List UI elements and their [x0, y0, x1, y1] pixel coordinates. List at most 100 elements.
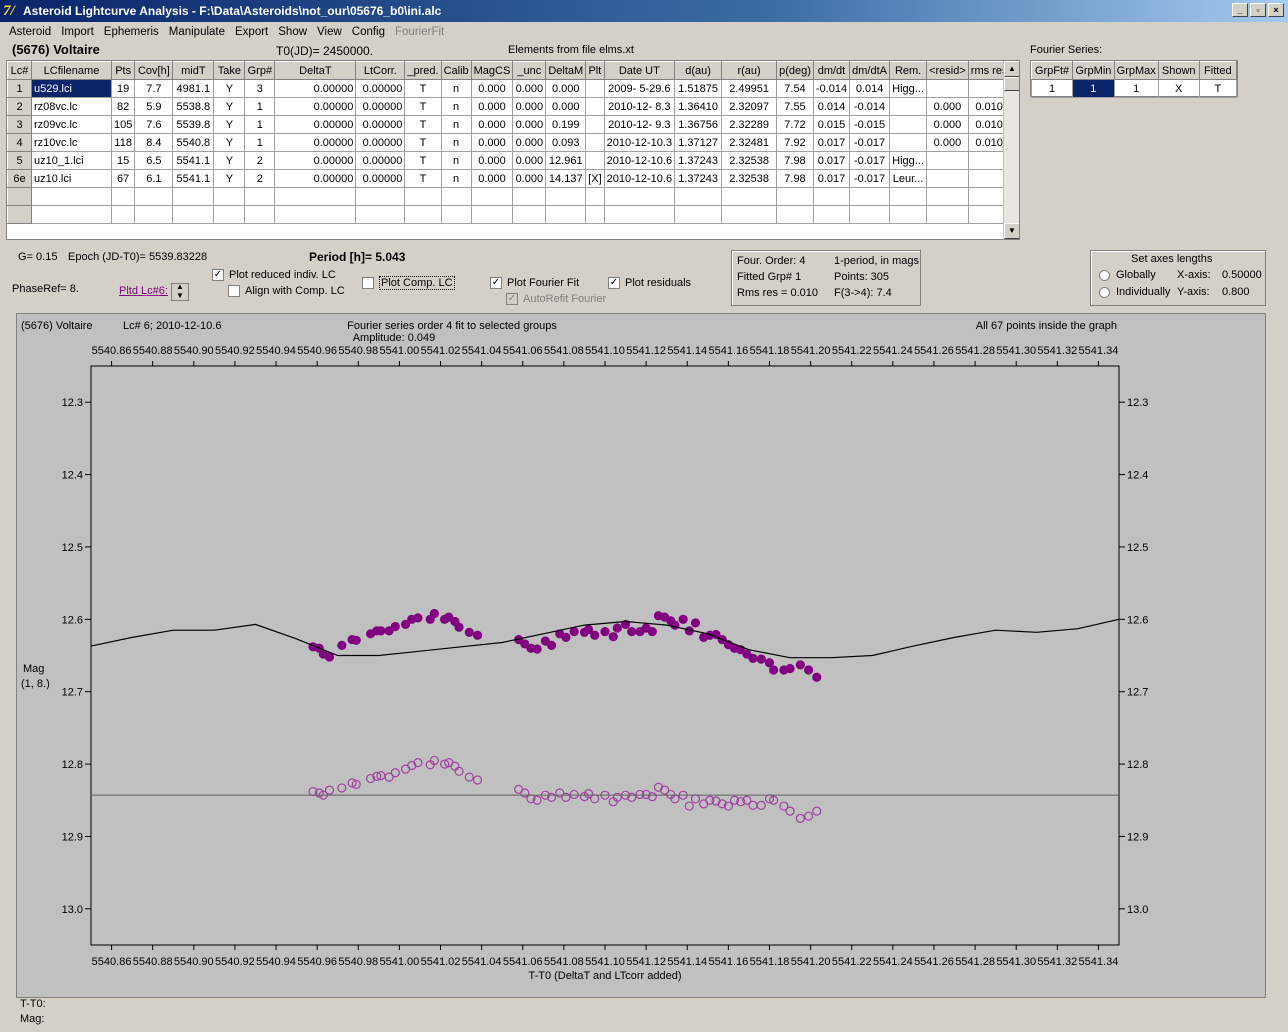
table-cell[interactable]: 2009- 5-29.6 [603, 79, 676, 98]
table-cell[interactable]: uz10_1.lci [31, 151, 112, 170]
table-cell[interactable] [603, 205, 676, 224]
table-cell[interactable]: 0.014 [849, 79, 891, 98]
table-cell[interactable] [404, 205, 442, 224]
table-cell[interactable]: 0.000 [512, 133, 547, 152]
menu-view[interactable]: View [317, 25, 342, 38]
table-cell[interactable]: n [440, 79, 472, 98]
table-cell[interactable] [355, 187, 406, 206]
column-header[interactable]: midT [172, 61, 215, 80]
lightcurve-plot[interactable]: (5676) Voltaire Lc# 6; 2010-12-10.6 Fourie… [16, 313, 1266, 998]
table-cell[interactable]: 6.1 [134, 169, 174, 188]
table-cell[interactable] [470, 187, 514, 206]
table-cell[interactable]: Y [213, 97, 246, 116]
table-cell[interactable]: 0.000 [470, 79, 514, 98]
table-cell[interactable]: 5541.1 [172, 151, 215, 170]
plot-comp-checkbox[interactable]: Plot Comp. LC [362, 276, 455, 290]
table-cell[interactable]: 0.00000 [355, 97, 406, 116]
menu-show[interactable]: Show [278, 25, 308, 38]
table-cell[interactable] [213, 187, 246, 206]
table-cell[interactable] [889, 187, 928, 206]
table-cell[interactable] [926, 187, 969, 206]
table-cell[interactable]: 7.98 [776, 169, 814, 188]
menu-ephemeris[interactable]: Ephemeris [103, 25, 159, 38]
table-cell[interactable]: 0.014 [812, 97, 851, 116]
table-cell[interactable] [355, 205, 406, 224]
table-cell[interactable]: 1.36410 [674, 97, 723, 116]
table-cell[interactable]: u529.lci [31, 79, 112, 98]
fourier-cell[interactable]: X [1157, 79, 1200, 98]
column-header[interactable]: DeltaM [545, 61, 587, 80]
table-cell[interactable] [110, 187, 136, 206]
table-cell[interactable] [776, 187, 814, 206]
table-cell[interactable]: Higg... [889, 79, 928, 98]
table-cell[interactable]: 1.37243 [674, 151, 723, 170]
table-cell[interactable]: 5540.8 [172, 133, 215, 152]
table-cell[interactable]: 5538.8 [172, 97, 215, 116]
table-cell[interactable]: 0.000 [470, 133, 514, 152]
table-cell[interactable]: 7.6 [134, 115, 174, 134]
individually-radio[interactable]: Individually [1099, 286, 1170, 298]
table-cell[interactable] [585, 205, 605, 224]
table-cell[interactable] [244, 187, 276, 206]
column-header[interactable]: p(deg) [776, 61, 814, 80]
pltd-lc-link[interactable]: Pltd Lc#6: [119, 285, 168, 297]
table-cell[interactable]: 0.00000 [274, 79, 357, 98]
table-cell[interactable]: 2.32538 [721, 151, 778, 170]
table-cell[interactable] [545, 205, 587, 224]
column-header[interactable]: rms res [967, 61, 1011, 80]
table-cell[interactable]: n [440, 133, 472, 152]
column-header[interactable]: Date UT [603, 61, 676, 80]
table-cell[interactable]: n [440, 151, 472, 170]
column-header[interactable]: Lc# [7, 61, 32, 80]
table-cell[interactable] [889, 205, 928, 224]
table-cell[interactable]: 67 [110, 169, 136, 188]
table-cell[interactable] [603, 187, 676, 206]
table-cell[interactable] [585, 97, 605, 116]
table-cell[interactable]: 0.000 [545, 97, 587, 116]
table-cell[interactable]: Y [213, 79, 246, 98]
yaxis-value[interactable]: 0.800 [1222, 286, 1250, 298]
table-cell[interactable] [889, 115, 928, 134]
table-cell[interactable]: 118 [110, 133, 136, 152]
table-cell[interactable]: 1 [244, 115, 276, 134]
table-cell[interactable]: 2010-12- 8.3 [603, 97, 676, 116]
table-cell[interactable]: 1 [244, 97, 276, 116]
table-cell[interactable] [274, 205, 357, 224]
table-cell[interactable] [110, 205, 136, 224]
column-header[interactable]: LCfilename [31, 61, 112, 80]
table-cell[interactable]: 2 [244, 169, 276, 188]
table-cell[interactable]: -0.017 [849, 151, 891, 170]
fourier-cell[interactable]: 1 [1030, 79, 1074, 98]
table-cell[interactable]: 0.015 [812, 115, 851, 134]
table-cell[interactable] [926, 169, 969, 188]
table-cell[interactable] [849, 187, 891, 206]
table-cell[interactable] [721, 187, 778, 206]
table-cell[interactable]: 1.51875 [674, 79, 723, 98]
table-cell[interactable]: Y [213, 151, 246, 170]
table-cell[interactable]: 0.00000 [355, 151, 406, 170]
table-cell[interactable]: 0.00000 [355, 133, 406, 152]
scroll-thumb[interactable] [1004, 77, 1019, 91]
table-cell[interactable]: 0.017 [812, 133, 851, 152]
column-header[interactable]: Calib [440, 61, 472, 80]
globally-radio[interactable]: Globally [1099, 269, 1156, 281]
table-cell[interactable]: 15 [110, 151, 136, 170]
table-cell[interactable]: uz10.lci [31, 169, 112, 188]
table-cell[interactable]: -0.014 [812, 79, 851, 98]
table-cell[interactable]: 7.55 [776, 97, 814, 116]
table-cell[interactable] [674, 187, 723, 206]
table-cell[interactable]: 0.000 [470, 151, 514, 170]
row-header[interactable] [7, 187, 32, 206]
table-cell[interactable]: n [440, 169, 472, 188]
table-cell[interactable]: 0.000 [512, 79, 547, 98]
table-cell[interactable]: 0.000 [470, 97, 514, 116]
fourier-cell[interactable]: 1 [1113, 79, 1159, 98]
table-cell[interactable]: rz09vc.lc [31, 115, 112, 134]
table-cell[interactable] [585, 115, 605, 134]
column-header[interactable]: DeltaT [274, 61, 357, 80]
plot-reduced-checkbox[interactable]: ✓ Plot reduced indiv. LC [212, 269, 336, 282]
table-cell[interactable]: -0.017 [849, 133, 891, 152]
